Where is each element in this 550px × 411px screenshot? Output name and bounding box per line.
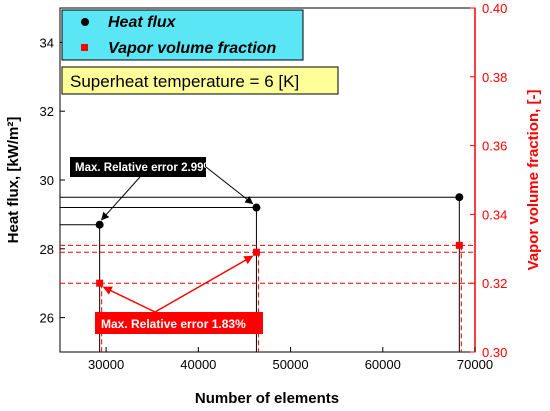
x-axis: 30000 40000 50000 60000 70000 <box>88 347 493 372</box>
data-marks <box>95 193 464 287</box>
x-axis-title: Number of elements <box>195 390 339 407</box>
heat-flux-point <box>252 203 261 212</box>
x-tick-label: 30000 <box>88 357 124 372</box>
heat-error-arrow <box>205 166 254 205</box>
y-tick-label: 32 <box>40 104 54 119</box>
y-right-tick-label: 0.38 <box>482 70 507 85</box>
x-tick-label: 60000 <box>365 357 401 372</box>
guide-lines <box>60 196 475 352</box>
y-tick-label: 28 <box>40 242 54 257</box>
x-tick-label: 50000 <box>272 357 308 372</box>
y-axis-title: Heat flux, [kW/m²] <box>5 117 22 244</box>
heat-error-label: Max. Relative error 2.99% <box>75 162 214 174</box>
legend-vapor-marker <box>81 44 88 51</box>
heat-flux-point <box>455 193 464 202</box>
y-tick-label: 30 <box>40 173 54 188</box>
condition-label: Superheat temperature = 6 [K] <box>70 72 299 91</box>
heat-flux-point <box>95 220 104 229</box>
x-tick-label: 40000 <box>180 357 216 372</box>
y-axis-right-title: Vapor volume fraction, [-] <box>525 90 542 271</box>
vapor-fraction-point <box>252 248 260 256</box>
vapor-fraction-point <box>96 279 104 287</box>
y-right-tick-label: 0.40 <box>482 1 507 16</box>
y-right-tick-label: 0.34 <box>482 207 507 222</box>
y-tick-label: 34 <box>40 35 54 50</box>
y-axis-right: 0.30 0.32 0.34 0.36 0.38 0.40 <box>470 1 507 360</box>
vapor-error-arrow <box>154 255 254 313</box>
condition-box <box>61 66 339 95</box>
vapor-error-arrow <box>102 286 156 313</box>
vapor-fraction-point <box>455 241 463 249</box>
legend: Heat flux Vapor volume fraction <box>61 9 304 61</box>
y-right-tick-label: 0.30 <box>482 345 507 360</box>
legend-heat-label: Heat flux <box>108 14 177 31</box>
y-right-tick-label: 0.36 <box>482 139 507 154</box>
y-right-tick-label: 0.32 <box>482 276 507 291</box>
heat-error-arrow <box>100 176 141 221</box>
annotation-arrows <box>100 166 254 313</box>
legend-vapor-label: Vapor volume fraction <box>108 40 277 57</box>
heat-error-box <box>70 157 206 177</box>
legend-box <box>61 9 304 61</box>
legend-heat-marker <box>81 18 89 26</box>
x-tick-label: 70000 <box>457 357 493 372</box>
vapor-error-box <box>95 312 263 334</box>
y-axis-left: 26 28 30 32 34 <box>40 35 65 326</box>
vapor-error-label: Max. Relative error 1.83% <box>101 317 246 331</box>
y-tick-label: 26 <box>40 311 54 326</box>
